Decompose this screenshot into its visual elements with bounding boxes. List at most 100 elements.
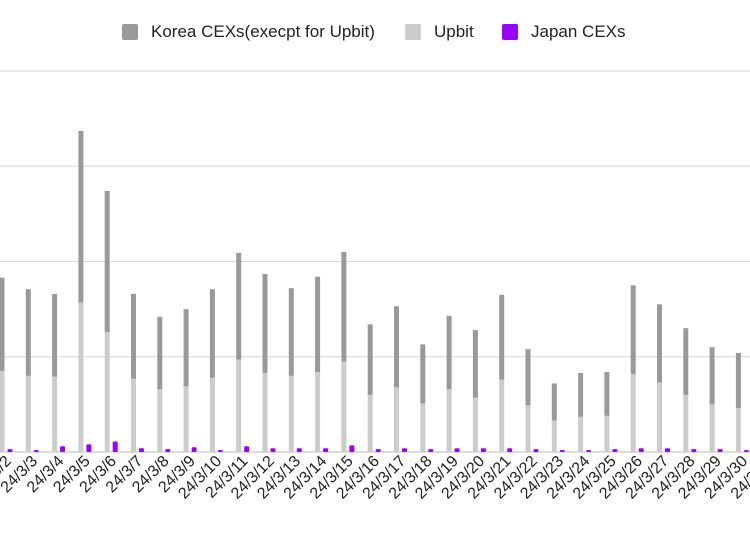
bar-japan-cexs — [86, 444, 92, 452]
bar-japan-cexs — [165, 449, 171, 452]
bar-korea-cexs — [630, 285, 636, 374]
bar-japan-cexs — [454, 448, 460, 452]
bar-korea-cexs — [288, 288, 294, 376]
bar-upbit — [131, 378, 136, 452]
x-tick-labels: 24/3/224/3/324/3/424/3/524/3/624/3/724/3… — [0, 453, 750, 503]
bar-korea-cexs — [446, 315, 452, 390]
bar-korea-cexs — [420, 344, 426, 404]
bar-korea-cexs — [394, 306, 399, 388]
bar-japan-cexs — [323, 448, 329, 452]
bar-japan-cexs — [33, 450, 39, 452]
bar-upbit — [262, 372, 268, 452]
bar-korea-cexs — [499, 294, 505, 380]
bar-korea-cexs — [209, 289, 215, 378]
bar-korea-cexs — [657, 304, 662, 383]
bar-upbit — [394, 387, 399, 452]
bar-upbit — [525, 405, 531, 452]
legend-swatch-korea-cexs — [122, 24, 138, 40]
bar-upbit — [735, 408, 741, 452]
bar-korea-cexs — [315, 276, 321, 372]
legend: Korea CEXs(execpt for Upbit) Upbit Japan… — [0, 22, 750, 48]
bar-japan-cexs — [349, 445, 355, 452]
bar-korea-cexs — [472, 330, 478, 398]
bar-korea-cexs — [709, 347, 715, 405]
legend-item-upbit[interactable]: Upbit — [405, 22, 474, 42]
bar-upbit — [551, 420, 557, 452]
bar-korea-cexs — [183, 309, 189, 387]
bar-korea-cexs — [604, 371, 610, 416]
bar-upbit — [578, 416, 584, 452]
bar-upbit — [657, 382, 662, 452]
grid-lines — [0, 70, 750, 453]
bar-japan-cexs — [217, 450, 223, 452]
bar-upbit — [52, 376, 58, 452]
bar-upbit — [157, 389, 163, 452]
bar-japan-cexs — [743, 450, 749, 452]
bar-japan-cexs — [402, 448, 407, 452]
bar-japan-cexs — [638, 448, 644, 452]
bar-upbit — [499, 379, 505, 452]
bar-japan-cexs — [533, 449, 539, 452]
bar-upbit — [183, 386, 189, 452]
bar-japan-cexs — [586, 450, 592, 452]
bar-upbit — [420, 403, 426, 452]
bar-korea-cexs — [525, 349, 531, 406]
bar-korea-cexs — [78, 131, 84, 303]
legend-swatch-japan-cexs — [502, 24, 518, 40]
bar-korea-cexs — [262, 273, 268, 373]
bar-upbit — [630, 373, 636, 452]
bar-japan-cexs — [7, 449, 13, 452]
bar-korea-cexs — [341, 251, 347, 362]
legend-item-japan-cexs[interactable]: Japan CEXs — [502, 22, 626, 42]
bar-korea-cexs — [104, 191, 110, 332]
bar-upbit — [709, 404, 715, 452]
bar-upbit — [104, 331, 110, 452]
bar-upbit — [78, 302, 84, 452]
bar-upbit — [604, 415, 610, 452]
bar-japan-cexs — [60, 446, 66, 452]
bar-korea-cexs — [578, 372, 584, 417]
legend-label-korea-cexs: Korea CEXs(execpt for Upbit) — [151, 22, 375, 41]
bar-japan-cexs — [375, 449, 381, 452]
bar-japan-cexs — [244, 446, 250, 452]
bar-japan-cexs — [270, 448, 276, 452]
bar-japan-cexs — [139, 448, 144, 452]
bar-korea-cexs — [367, 324, 373, 395]
bar-upbit — [0, 371, 5, 452]
bar-korea-cexs — [236, 252, 242, 360]
bar-japan-cexs — [428, 449, 434, 452]
bar-upbit — [683, 394, 689, 452]
bar-upbit — [472, 397, 478, 452]
bar-upbit — [288, 375, 294, 452]
bar-korea-cexs — [0, 277, 5, 372]
bar-japan-cexs — [296, 448, 302, 452]
bar-japan-cexs — [665, 448, 670, 452]
bar-korea-cexs — [551, 383, 557, 421]
bar-upbit — [446, 389, 452, 452]
bar-upbit — [315, 371, 321, 452]
bar-korea-cexs — [131, 293, 136, 379]
bar-upbit — [236, 359, 242, 452]
bar-japan-cexs — [717, 449, 723, 452]
bar-korea-cexs — [25, 289, 31, 376]
legend-item-korea-cexs[interactable]: Korea CEXs(execpt for Upbit) — [122, 22, 375, 42]
bar-korea-cexs — [157, 316, 163, 390]
bar-japan-cexs — [507, 448, 513, 452]
bars — [0, 131, 749, 452]
bar-upbit — [341, 361, 347, 452]
bar-japan-cexs — [612, 449, 618, 452]
bar-japan-cexs — [480, 448, 486, 452]
bar-korea-cexs — [735, 352, 741, 409]
bar-japan-cexs — [559, 450, 565, 452]
bar-upbit — [25, 375, 31, 452]
bar-upbit — [209, 377, 215, 452]
bar-korea-cexs — [683, 328, 689, 395]
legend-swatch-upbit — [405, 24, 421, 40]
bar-japan-cexs — [691, 449, 697, 452]
legend-label-upbit: Upbit — [434, 22, 474, 41]
legend-label-japan-cexs: Japan CEXs — [531, 22, 626, 41]
bar-japan-cexs — [112, 441, 118, 452]
bar-japan-cexs — [191, 447, 197, 452]
bar-korea-cexs — [52, 293, 58, 377]
